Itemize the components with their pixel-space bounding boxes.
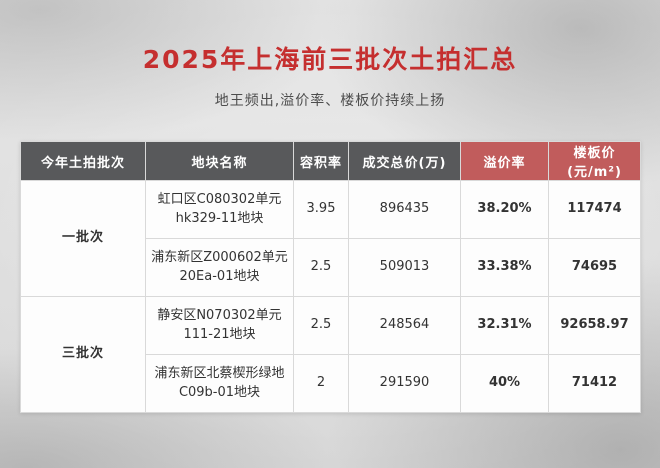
col-header-price: 成交总价(万) bbox=[348, 141, 461, 181]
page-subtitle: 地王频出,溢价率、楼板价持续上扬 bbox=[214, 93, 446, 109]
table-row: 一批次 虹口区C080302单元 hk329-11地块 3.95 896435 … bbox=[20, 180, 641, 297]
floor-cell: 117474 bbox=[548, 180, 641, 239]
plot-name-line2: C09b-01地块 bbox=[178, 384, 261, 400]
table-row: 浦东新区Z000602单元 20Ea-01地块 2.5 509013 33.38… bbox=[21, 238, 641, 297]
plot-name-line1: 浦东新区北蔡楔形绿地 bbox=[154, 365, 285, 381]
premium-cell: 40% bbox=[460, 354, 549, 413]
floor-cell: 74695 bbox=[548, 238, 641, 297]
col-header-premium: 溢价率 bbox=[460, 141, 549, 181]
land-auction-table: 今年土拍批次 地块名称 容积率 成交总价(万) 溢价率 楼板价(元/m²) 一批… bbox=[20, 141, 641, 413]
page-title: 2025年上海前三批次土拍汇总 bbox=[142, 45, 518, 74]
plot-name-line2: hk329-11地块 bbox=[175, 210, 264, 226]
plot-name-cell: 虹口区C080302单元 hk329-11地块 bbox=[145, 180, 294, 239]
price-cell: 248564 bbox=[348, 296, 461, 355]
plot-name-cell: 静安区N070302单元 111-21地块 bbox=[145, 296, 294, 355]
table-header-row: 今年土拍批次 地块名称 容积率 成交总价(万) 溢价率 楼板价(元/m²) bbox=[20, 141, 641, 181]
plot-name-line2: 20Ea-01地块 bbox=[179, 268, 260, 284]
far-cell: 3.95 bbox=[293, 180, 349, 239]
floor-cell: 71412 bbox=[548, 354, 641, 413]
plot-name-line1: 静安区N070302单元 bbox=[157, 307, 282, 323]
far-cell: 2 bbox=[293, 354, 349, 413]
price-cell: 896435 bbox=[348, 180, 461, 239]
batch-cell-first: 一批次 bbox=[20, 180, 146, 297]
batch-cell-third: 三批次 bbox=[20, 296, 146, 413]
plot-name-line2: 111-21地块 bbox=[183, 326, 256, 342]
price-cell: 509013 bbox=[348, 238, 461, 297]
col-header-name: 地块名称 bbox=[145, 141, 294, 181]
premium-cell: 38.20% bbox=[460, 180, 549, 239]
col-header-floor: 楼板价(元/m²) bbox=[548, 141, 641, 181]
col-header-batch: 今年土拍批次 bbox=[20, 141, 146, 181]
premium-cell: 33.38% bbox=[460, 238, 549, 297]
plot-name-cell: 浦东新区北蔡楔形绿地 C09b-01地块 bbox=[145, 354, 294, 413]
plot-name-line1: 浦东新区Z000602单元 bbox=[151, 249, 288, 265]
far-cell: 2.5 bbox=[293, 296, 349, 355]
price-cell: 291590 bbox=[348, 354, 461, 413]
floor-cell: 92658.97 bbox=[548, 296, 641, 355]
col-header-far: 容积率 bbox=[293, 141, 349, 181]
far-cell: 2.5 bbox=[293, 238, 349, 297]
plot-name-cell: 浦东新区Z000602单元 20Ea-01地块 bbox=[145, 238, 294, 297]
plot-name-line1: 虹口区C080302单元 bbox=[157, 191, 282, 207]
table-row: 三批次 静安区N070302单元 111-21地块 2.5 248564 32.… bbox=[20, 296, 641, 413]
table-row: 浦东新区北蔡楔形绿地 C09b-01地块 2 291590 40% 71412 bbox=[21, 354, 641, 413]
premium-cell: 32.31% bbox=[460, 296, 549, 355]
